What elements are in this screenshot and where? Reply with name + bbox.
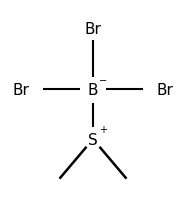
Text: Br: Br: [13, 82, 30, 97]
Text: Br: Br: [156, 82, 173, 97]
Text: −: −: [99, 75, 107, 85]
Text: Br: Br: [85, 22, 101, 37]
Text: B: B: [88, 82, 98, 97]
Text: +: +: [99, 125, 107, 135]
Text: S: S: [88, 132, 98, 147]
